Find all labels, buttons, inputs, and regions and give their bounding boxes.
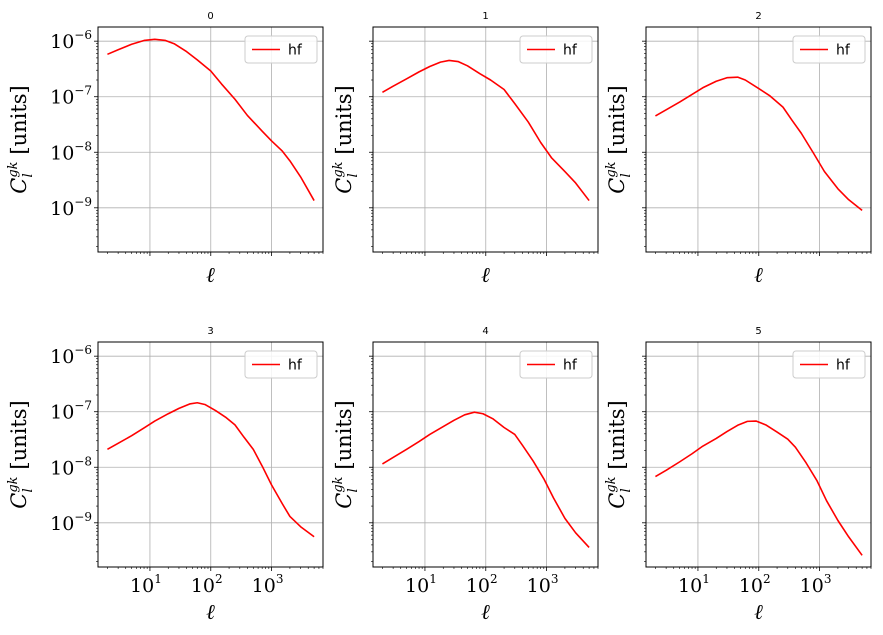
x-axis-label: ℓ — [481, 600, 490, 624]
x-axis-label: ℓ — [481, 263, 490, 287]
y-tick-label: 10−7 — [50, 84, 92, 109]
subplot-title: 2 — [755, 11, 761, 22]
legend-label: hf — [563, 358, 578, 374]
y-tick-label: 10−7 — [50, 399, 92, 424]
y-axis-label: Cgkl [units] — [6, 400, 36, 509]
subplot-title: 3 — [207, 326, 213, 337]
series-line-hf — [107, 38, 315, 201]
legend-box — [792, 35, 866, 64]
x-axis-label: ℓ — [206, 263, 215, 287]
x-tick-label: 102 — [191, 572, 223, 597]
legend: hf — [519, 35, 593, 64]
x-tick-label: 101 — [678, 572, 710, 597]
y-axis-label: Cgkl [units] — [604, 400, 634, 509]
legend-box — [244, 35, 318, 64]
legend: hf — [792, 35, 866, 64]
y-tick-label: 10−6 — [50, 28, 92, 53]
series-line-hf — [107, 401, 315, 538]
y-axis-label: Cgkl [units] — [6, 85, 36, 194]
subplot-title: 0 — [207, 11, 213, 22]
series-line-hf — [382, 411, 590, 548]
y-tick-label: 10−9 — [50, 510, 92, 535]
legend-label: hf — [836, 358, 851, 374]
legend-label: hf — [563, 43, 578, 59]
subplot-5: 101 102 103 5 ℓ Cgkl [units] hf — [604, 326, 872, 624]
legend: hf — [244, 350, 318, 379]
series-line-hf — [655, 420, 863, 556]
subplot-3: 10−6 10−7 10−8 10−9 101 102 103 3 ℓ Cgkl [units] h… — [6, 326, 324, 624]
series-line-hf — [382, 59, 590, 202]
legend: hf — [244, 35, 318, 64]
x-tick-label: 102 — [739, 572, 771, 597]
legend-label: hf — [836, 43, 851, 59]
x-tick-label: 103 — [527, 572, 559, 597]
x-tick-label: 102 — [466, 572, 498, 597]
legend: hf — [519, 350, 593, 379]
y-axis-label: Cgkl [units] — [604, 85, 634, 194]
legend-box — [519, 35, 593, 64]
y-axis-label: Cgkl [units] — [331, 400, 361, 509]
y-tick-label: 10−8 — [50, 139, 92, 164]
legend-label: hf — [288, 43, 303, 59]
y-axis-label: Cgkl [units] — [331, 85, 361, 194]
series-line-hf — [655, 76, 863, 211]
subplot-title: 4 — [482, 326, 488, 337]
y-tick-label: 10−8 — [50, 454, 92, 479]
legend-box — [792, 350, 866, 379]
x-tick-label: 103 — [800, 572, 832, 597]
x-tick-label: 101 — [405, 572, 437, 597]
x-tick-label: 101 — [130, 572, 162, 597]
subplot-0: 10−6 10−7 10−8 10−9 0 ℓ Cgkl [units] hf — [6, 11, 324, 287]
legend-box — [519, 350, 593, 379]
subplot-1: 1 ℓ Cgkl [units] hf — [331, 11, 599, 287]
subplot-2: 2 ℓ Cgkl [units] hf — [604, 11, 872, 287]
x-axis-label: ℓ — [754, 600, 763, 624]
legend-label: hf — [288, 358, 303, 374]
y-tick-label: 10−9 — [50, 195, 92, 220]
x-axis-label: ℓ — [206, 600, 215, 624]
x-axis-label: ℓ — [754, 263, 763, 287]
legend: hf — [792, 350, 866, 379]
subplot-title: 5 — [755, 326, 761, 337]
legend-box — [244, 350, 318, 379]
subplot-title: 1 — [482, 11, 488, 22]
x-tick-label: 103 — [252, 572, 284, 597]
subplot-4: 101 102 103 4 ℓ Cgkl [units] hf — [331, 326, 599, 624]
y-tick-label: 10−6 — [50, 343, 92, 368]
